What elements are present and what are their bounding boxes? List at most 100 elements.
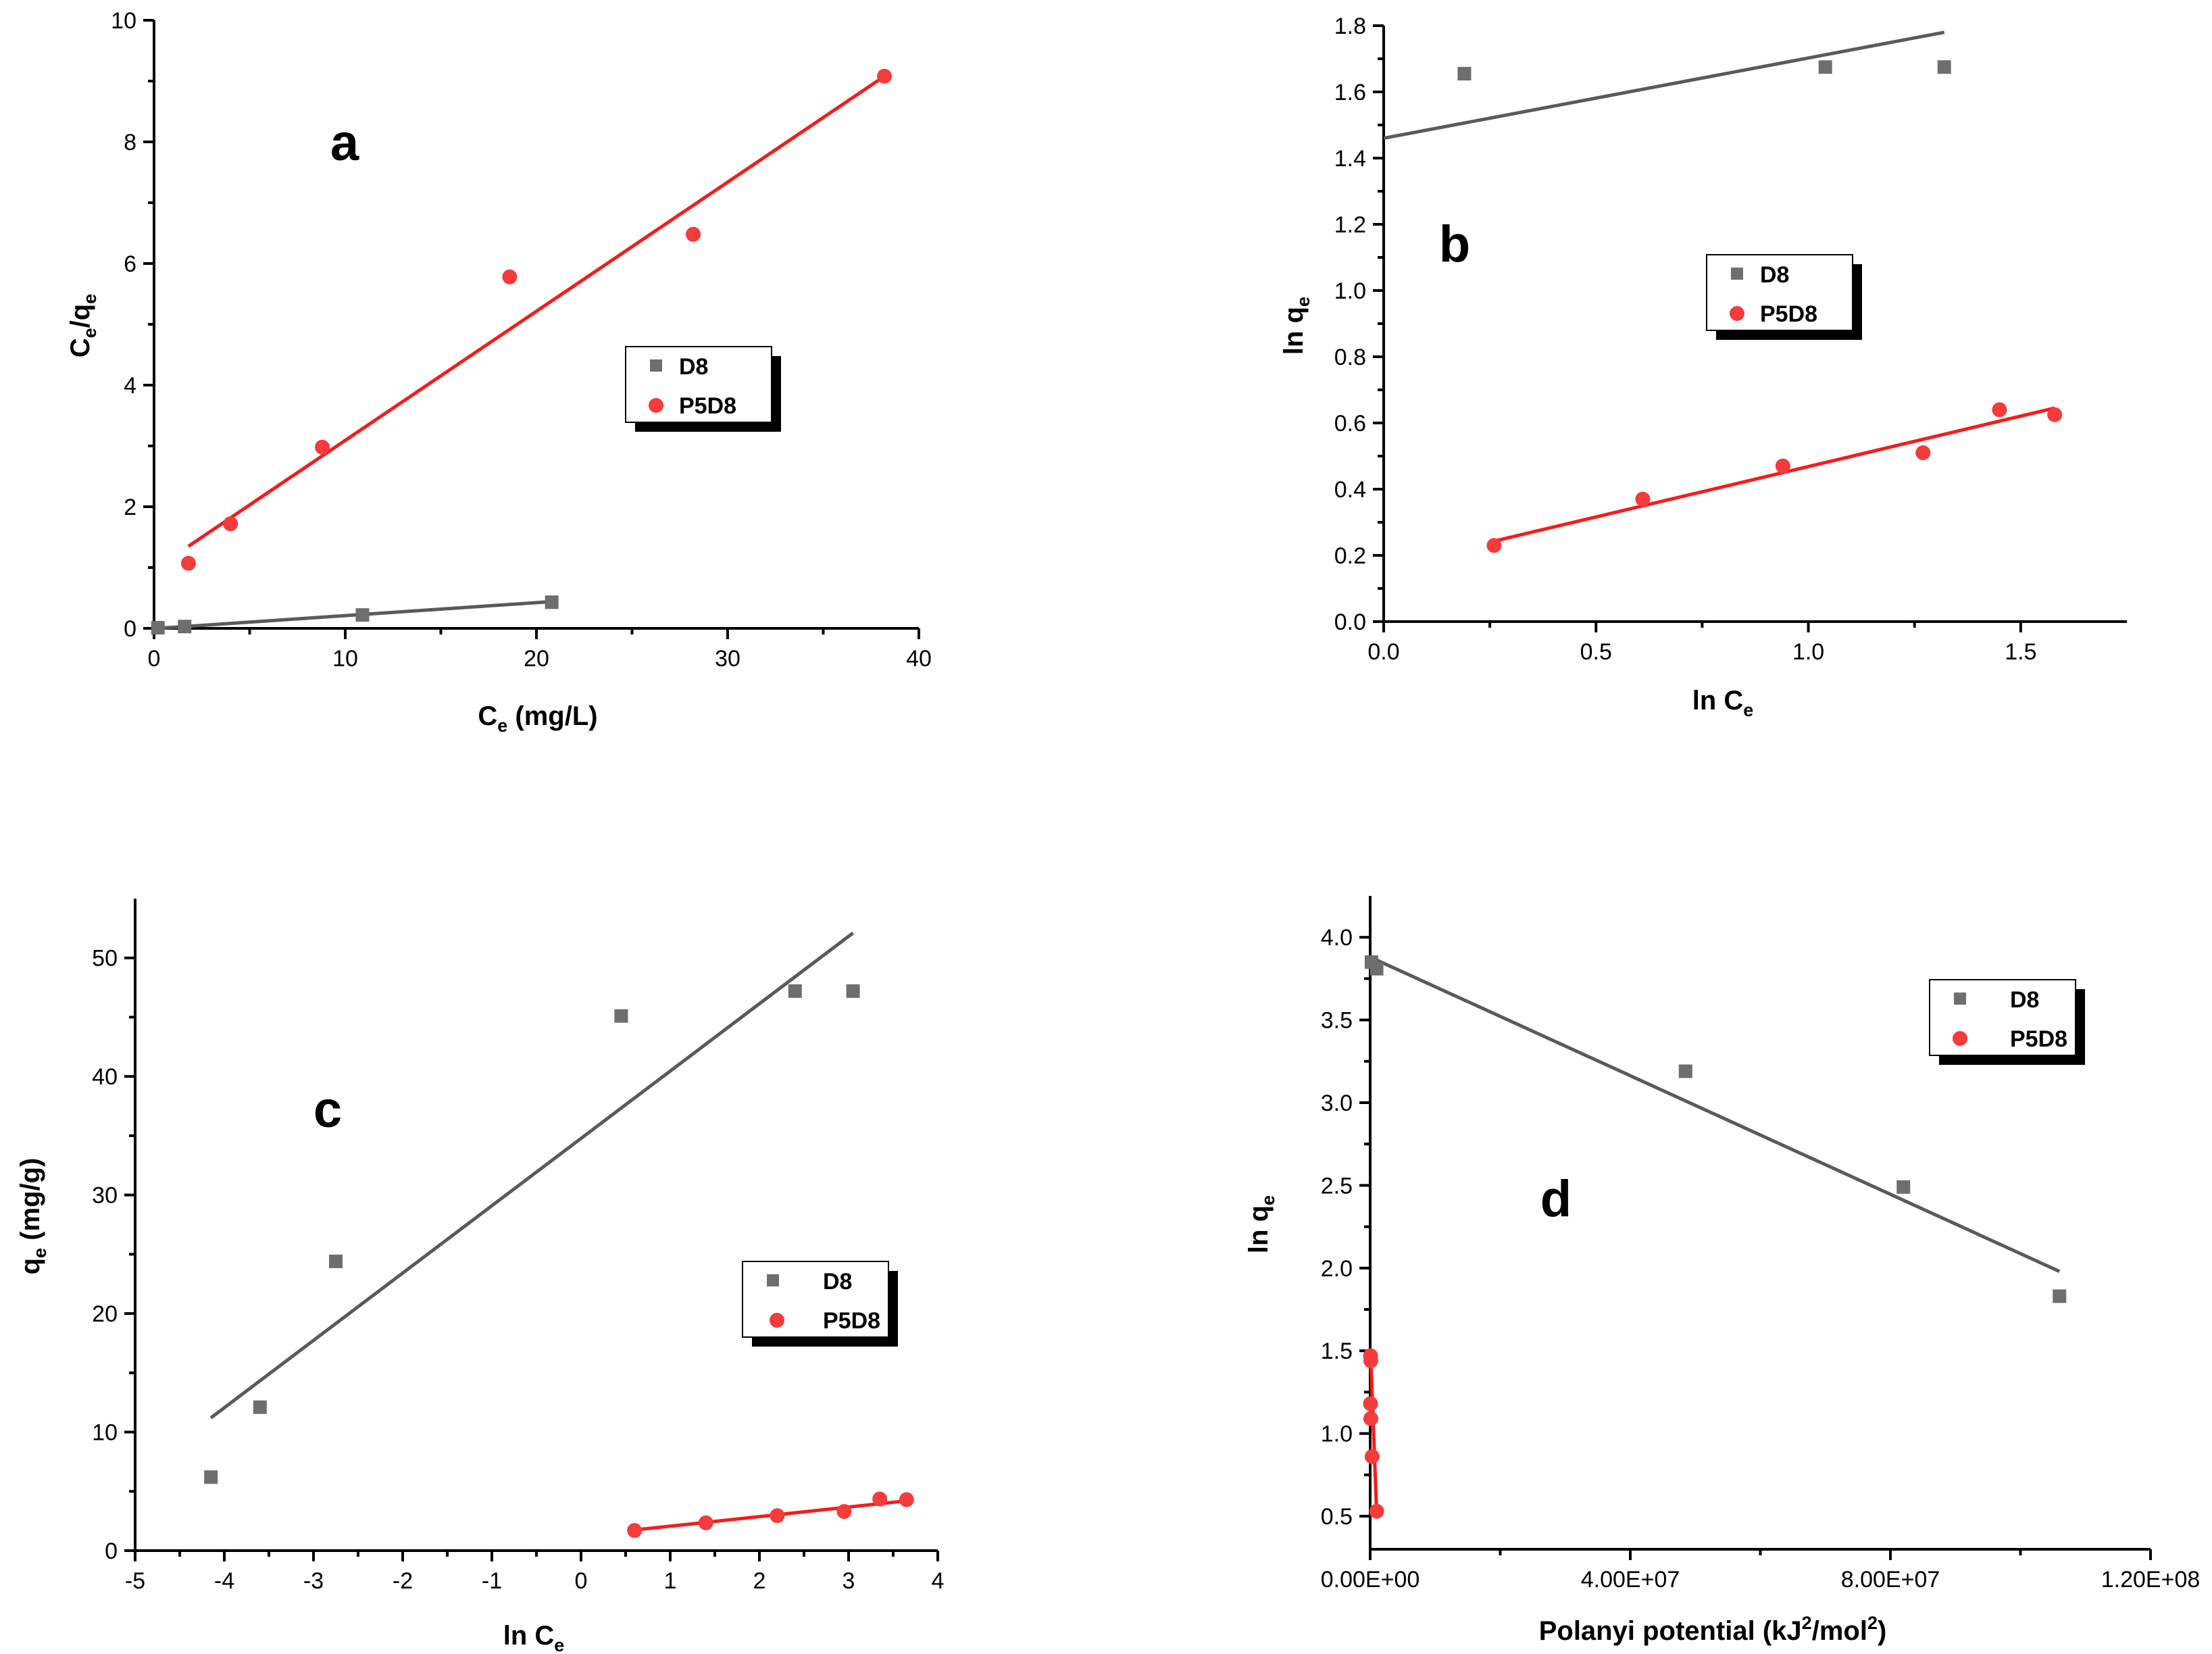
panel-d-y-tick-label: 1.5 [1321, 1338, 1353, 1364]
panel-c-x-tick-label: -5 [125, 1568, 145, 1594]
panel-a-legend-label-d8: D8 [679, 354, 708, 380]
panel-letter-d: d [1540, 1170, 1572, 1228]
panel-b-y-tick-label: 1.0 [1334, 278, 1366, 304]
panel-d-legend-marker-d8 [1954, 993, 1966, 1005]
panel-d-point-d8 [2053, 1289, 2067, 1303]
panel-c-legend-box [742, 1261, 889, 1338]
panel-b-fit-line-p5d8 [1489, 406, 2055, 544]
panel-a-point-d8 [178, 620, 192, 634]
panel-b-legend-box [1706, 254, 1853, 331]
panel-d-legend: D8 P5D8 [1929, 979, 2085, 1065]
panel-c-x-tick-label: 4 [932, 1568, 945, 1594]
panel-d-point-p5d8 [1363, 1353, 1378, 1368]
panel-c-point-p5d8 [872, 1491, 888, 1507]
panel-a-x-tick-label: 30 [715, 646, 740, 672]
panel-c-x-tick-label: 2 [753, 1568, 766, 1594]
panel-a-point-p5d8 [223, 516, 238, 532]
panel-b-point-p5d8 [2047, 407, 2063, 422]
panel-a-y-axis-title: Ce/qe [66, 294, 100, 358]
panel-c-legend-marker-p5d8 [770, 1313, 784, 1328]
panel-a-axes: 0 10 20 30 40 0 2 4 6 8 10 [111, 8, 932, 672]
panel-a-x-tick-label: 40 [906, 646, 932, 672]
panel-b-legend-marker-d8 [1731, 268, 1743, 280]
panel-a-legend-marker-p5d8 [649, 398, 663, 413]
panel-b-x-axis-title: ln Ce [1692, 686, 1754, 720]
panel-c-legend-marker-d8 [767, 1274, 779, 1286]
panel-c-y-tick-label: 10 [92, 1420, 118, 1446]
panel-b-point-d8 [1818, 60, 1832, 74]
panel-b-point-p5d8 [1635, 491, 1651, 507]
panel-b-x-tick-label: 1.5 [2005, 639, 2036, 665]
panel-d-axes: 0.00E+00 4.00E+07 8.00E+07 1.20E+08 0.5 1.0 1.… [1321, 896, 2200, 1593]
panel-c-point-d8 [614, 1009, 628, 1023]
panel-c-point-d8 [253, 1400, 267, 1414]
panel-d-point-p5d8 [1369, 1503, 1384, 1519]
panel-a-x-tick-label: 20 [524, 646, 549, 672]
panel-d-point-d8 [1896, 1180, 1911, 1194]
panel-a-legend-box [625, 346, 772, 423]
panel-c-legend: D8 P5D8 [742, 1261, 898, 1347]
panel-d-y-tick-label: 3.5 [1321, 1008, 1353, 1034]
panel-d: d 0.00E+00 4.00E+07 8.00E+07 1.20E+08 0.5 1.0… [1244, 896, 2200, 1646]
panel-a-x-tick-label: 10 [332, 646, 358, 672]
panel-d-plot-area [1363, 955, 2067, 1519]
panel-c-point-p5d8 [770, 1508, 785, 1524]
panel-d-y-tick-label: 0.5 [1321, 1504, 1353, 1530]
panel-a-point-p5d8 [502, 269, 518, 284]
panel-d-fit-line-d8 [1369, 955, 2061, 1273]
panel-c-point-d8 [788, 984, 802, 998]
panel-d-point-p5d8 [1364, 1449, 1380, 1464]
panel-a-point-p5d8 [180, 555, 196, 571]
panel-b-y-tick-label: 1.4 [1334, 146, 1366, 172]
panel-b-y-tick-label: 0.2 [1334, 543, 1366, 569]
panel-d-point-p5d8 [1363, 1411, 1378, 1426]
panel-b-y-tick-label: 1.2 [1334, 212, 1366, 238]
panel-c-point-p5d8 [627, 1523, 643, 1538]
panel-d-y-tick-label: 2.0 [1321, 1256, 1353, 1282]
panel-c-x-tick-label: -3 [303, 1568, 324, 1594]
panel-d-x-tick-label: 8.00E+07 [1841, 1567, 1940, 1593]
panel-b-axes: 0.0 0.5 1.0 1.5 0.0 0.2 0.4 0.6 0.8 1.0 1.2 1.4 1.6 1… [1334, 14, 2127, 665]
panel-b-legend-label-p5d8: P5D8 [1760, 301, 1817, 327]
panel-a-point-d8 [355, 608, 370, 622]
panel-d-legend-label-p5d8: P5D8 [2010, 1026, 2067, 1052]
panel-c-y-tick-label: 30 [92, 1183, 118, 1209]
panel-a: a 0 10 20 30 40 0 2 4 6 8 10 Ce (mg/L) Ce/qe D8 P5… [66, 8, 932, 736]
panel-b-point-p5d8 [1486, 538, 1502, 553]
panel-c-y-tick-label: 0 [105, 1538, 118, 1564]
panel-d-legend-box [1929, 979, 2076, 1056]
panel-a-point-d8 [151, 621, 165, 635]
panel-letter-c: c [313, 1081, 342, 1138]
panel-b-x-tick-label: 0.5 [1580, 639, 1612, 665]
panel-d-legend-marker-p5d8 [1953, 1031, 1967, 1046]
panel-b-fit-line-d8 [1383, 30, 1945, 141]
panel-a-legend: D8 P5D8 [625, 346, 781, 432]
panel-d-point-p5d8 [1363, 1396, 1378, 1411]
panel-c-point-p5d8 [899, 1492, 914, 1507]
panel-d-x-tick-label: 0.00E+00 [1321, 1567, 1420, 1593]
panel-letter-b: b [1439, 216, 1470, 273]
panel-c-legend-label-d8: D8 [823, 1269, 852, 1295]
panel-c-plot-area [204, 931, 914, 1538]
panel-b-x-tick-label: 0.0 [1367, 639, 1399, 665]
panel-c-point-d8 [846, 984, 860, 998]
panel-d-point-d8 [1678, 1064, 1692, 1078]
panel-a-y-tick-label: 10 [111, 8, 136, 34]
panel-a-y-tick-label: 6 [124, 251, 136, 277]
panel-a-x-tick-label: 0 [148, 646, 161, 672]
panel-c-x-tick-label: 0 [575, 1568, 588, 1594]
panel-d-y-tick-label: 4.0 [1321, 925, 1353, 951]
panel-c-x-tick-label: 3 [843, 1568, 855, 1594]
panel-c-y-axis-title: qe (mg/g) [16, 1158, 50, 1275]
panel-a-x-axis-title: Ce (mg/L) [478, 701, 597, 736]
panel-a-legend-marker-d8 [650, 359, 662, 372]
panel-b-plot-area [1383, 30, 2063, 553]
panel-a-fit-line-d8 [157, 599, 552, 630]
panel-d-x-tick-label: 4.00E+07 [1581, 1567, 1680, 1593]
panel-a-legend-label-p5d8: P5D8 [679, 393, 736, 419]
panel-b-legend-marker-p5d8 [1730, 306, 1744, 321]
panel-c-y-tick-label: 40 [92, 1064, 118, 1090]
panel-c-point-d8 [329, 1254, 343, 1268]
panel-c-x-tick-label: 1 [664, 1568, 677, 1594]
